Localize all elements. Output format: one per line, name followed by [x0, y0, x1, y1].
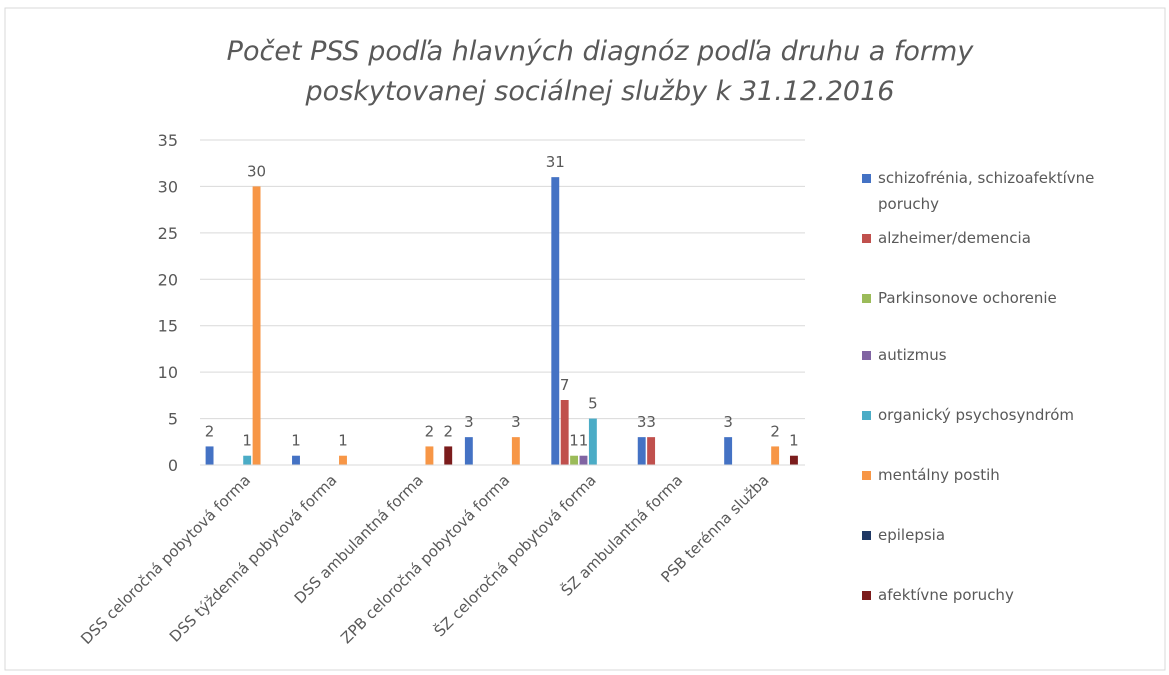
data-label: 1: [569, 432, 579, 450]
data-label: 3: [723, 413, 733, 431]
data-label: 31: [546, 153, 565, 171]
data-label: 2: [425, 422, 435, 440]
y-tick-label: 35: [158, 131, 178, 150]
data-label: 1: [789, 432, 799, 450]
legend-label: alzheimer/demencia: [878, 229, 1031, 247]
bar: [588, 418, 597, 465]
legend-entry: organický psychosyndróm: [862, 402, 1152, 428]
bar: [292, 455, 300, 465]
legend-entry: afektívne poruchy: [862, 582, 1152, 608]
y-tick-label: 5: [168, 410, 178, 429]
bar: [205, 446, 214, 465]
y-tick-label: 0: [168, 456, 178, 475]
frame: [4, 7, 1166, 671]
bar: [560, 400, 569, 465]
y-tick-label: 20: [158, 270, 178, 289]
data-label: 1: [338, 432, 348, 450]
bar: [551, 177, 560, 465]
x-tick-label: ZPB celoročná pobytová forma: [337, 471, 513, 647]
data-label: 3: [464, 413, 474, 431]
bar: [637, 437, 646, 465]
bar: [464, 437, 473, 465]
legend-entry: schizofrénia, schizoafektívne poruchy: [862, 165, 1152, 217]
legend-entry: autizmus: [862, 342, 1152, 368]
legend-label: autizmus: [878, 346, 947, 364]
legend-label: schizofrénia, schizoafektívne poruchy: [878, 169, 1095, 213]
bar: [789, 455, 798, 465]
legend-swatch: [862, 531, 871, 540]
bar: [252, 186, 261, 465]
legend-swatch: [862, 351, 871, 360]
legend-label: afektívne poruchy: [878, 586, 1014, 604]
bar: [570, 455, 579, 465]
legend-entry: mentálny postih: [862, 462, 1152, 488]
bar: [511, 437, 520, 465]
bar: [425, 446, 434, 465]
x-tick-label: ŠZ celoročná pobytová forma: [430, 470, 600, 640]
chart-title: Počet PSS podľa hlavných diagnóz podľa d…: [226, 36, 974, 107]
data-label: 1: [579, 432, 589, 450]
legend-label: organický psychosyndróm: [878, 406, 1075, 424]
legend-swatch: [862, 411, 871, 420]
bar: [579, 455, 588, 465]
data-label: 2: [770, 422, 780, 440]
legend-label: mentálny postih: [878, 466, 1000, 484]
bar: [339, 455, 347, 465]
legend-entry: epilepsia: [862, 522, 1152, 548]
data-label: 3: [646, 413, 656, 431]
data-label: 2: [443, 422, 453, 440]
data-label: 3: [511, 413, 521, 431]
y-tick-label: 15: [158, 317, 178, 336]
legend-label: epilepsia: [878, 526, 946, 544]
bar: [771, 446, 780, 465]
legend-swatch: [862, 294, 871, 303]
y-tick-label: 25: [158, 224, 178, 243]
legend-label: Parkinsonove ochorenie: [878, 289, 1057, 307]
data-label: 1: [242, 432, 252, 450]
legend-swatch: [862, 591, 871, 600]
legend-entry: alzheimer/demencia: [862, 225, 1152, 251]
data-label: 2: [205, 422, 215, 440]
legend-swatch: [862, 174, 871, 183]
legend-swatch: [862, 234, 871, 243]
legend-entry: Parkinsonove ochorenie: [862, 285, 1152, 311]
data-label: 30: [247, 162, 266, 180]
data-label: 7: [560, 376, 570, 394]
data-label: 1: [291, 432, 301, 450]
x-tick-label: DSS celoročná pobytová forma: [77, 471, 254, 648]
data-label: 5: [588, 395, 598, 413]
bar: [243, 455, 252, 465]
y-tick-label: 10: [158, 363, 178, 382]
y-tick-label: 30: [158, 177, 178, 196]
bar: [724, 437, 733, 465]
x-tick-label: DSS týždenná pobytová forma: [166, 471, 341, 646]
legend-swatch: [862, 471, 871, 480]
bar: [444, 446, 453, 465]
data-label: 3: [637, 413, 647, 431]
bar: [647, 437, 656, 465]
